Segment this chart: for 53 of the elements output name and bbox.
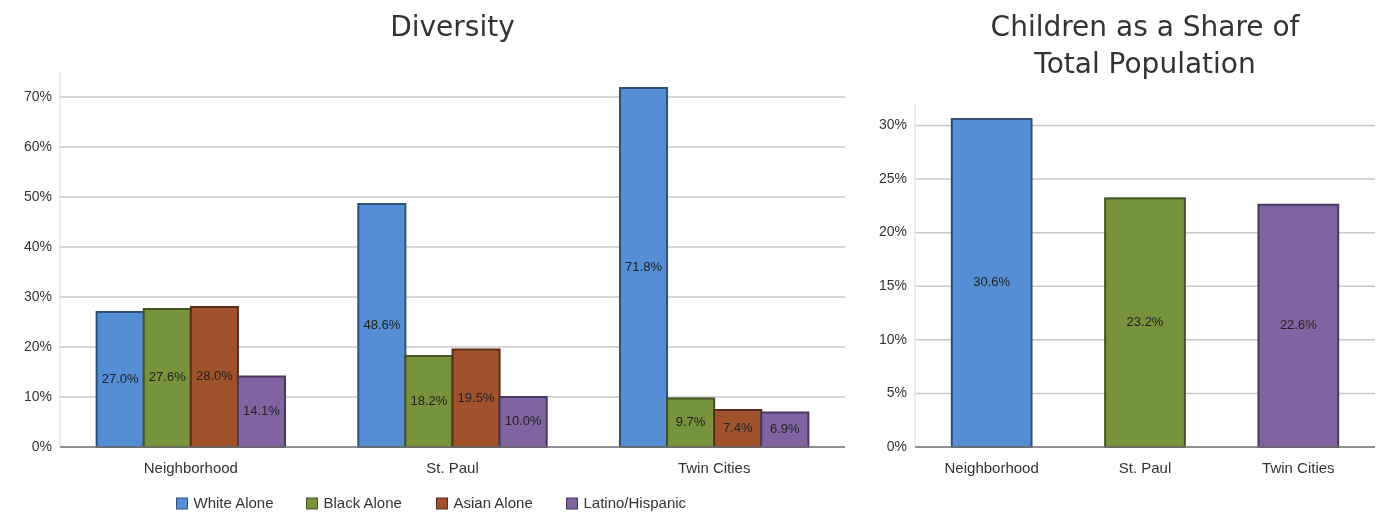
data-label: 23.2% bbox=[1126, 314, 1164, 330]
legend-label: Black Alone bbox=[323, 493, 402, 511]
bar bbox=[1257, 203, 1340, 448]
y-tick-label: 0% bbox=[31, 437, 52, 454]
bar bbox=[404, 355, 454, 448]
data-label: 6.9% bbox=[770, 421, 801, 437]
bar bbox=[142, 308, 192, 448]
data-label: 22.6% bbox=[1279, 317, 1318, 333]
y-tick-label: 25% bbox=[878, 169, 907, 186]
bar bbox=[950, 118, 1033, 448]
y-tick-label: 30% bbox=[23, 287, 52, 304]
chart-title: Diversity bbox=[390, 10, 515, 43]
data-label: 27.0% bbox=[101, 370, 140, 386]
y-tick-label: 10% bbox=[23, 387, 52, 404]
x-tick-label: Twin Cities bbox=[1262, 459, 1335, 476]
data-label: 27.6% bbox=[148, 369, 187, 385]
x-tick-label: St. Paul bbox=[1118, 459, 1172, 476]
y-tick-label: 20% bbox=[878, 223, 907, 240]
y-tick-label: 30% bbox=[878, 116, 907, 133]
x-tick-label: Neighborhood bbox=[944, 459, 1039, 476]
y-tick-label: 20% bbox=[23, 337, 52, 354]
legend-label: Latino/Hispanic bbox=[583, 493, 687, 511]
y-tick-label: 5% bbox=[886, 384, 907, 401]
bar bbox=[451, 348, 501, 448]
bar bbox=[236, 375, 287, 448]
x-tick-label: Twin Cities bbox=[677, 459, 751, 476]
y-tick-label: 40% bbox=[23, 237, 52, 254]
y-tick-label: 15% bbox=[878, 276, 907, 293]
chart-title: Children as a Share of Total Population bbox=[990, 10, 1301, 80]
data-label: 28.0% bbox=[195, 368, 234, 384]
data-label: 9.7% bbox=[675, 414, 706, 430]
y-tick-label: 10% bbox=[878, 330, 907, 347]
bar bbox=[1104, 197, 1186, 448]
x-tick-label: Neighborhood bbox=[143, 459, 238, 476]
legend-label: White Alone bbox=[193, 493, 274, 511]
legend-label: Asian Alone bbox=[453, 493, 533, 511]
data-label: 10.0% bbox=[504, 413, 543, 429]
data-label: 19.5% bbox=[457, 389, 495, 405]
data-label: 14.1% bbox=[243, 403, 281, 419]
data-label: 71.8% bbox=[625, 258, 663, 274]
data-label: 7.4% bbox=[722, 419, 753, 435]
data-label: 48.6% bbox=[363, 316, 401, 332]
y-tick-label: 0% bbox=[886, 437, 907, 454]
bar bbox=[357, 203, 407, 448]
bar bbox=[95, 311, 145, 448]
y-tick-label: 60% bbox=[23, 137, 52, 154]
bar bbox=[618, 87, 669, 448]
bar bbox=[189, 306, 239, 448]
data-label: 18.2% bbox=[410, 392, 448, 408]
y-tick-label: 50% bbox=[23, 187, 52, 204]
data-label: 30.6% bbox=[973, 274, 1011, 290]
x-tick-label: St. Paul bbox=[426, 459, 479, 476]
y-tick-label: 70% bbox=[23, 87, 52, 104]
